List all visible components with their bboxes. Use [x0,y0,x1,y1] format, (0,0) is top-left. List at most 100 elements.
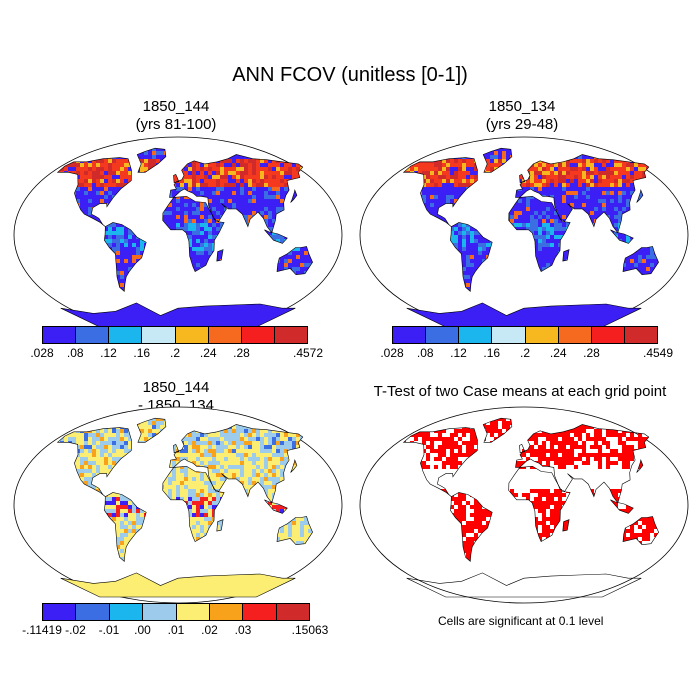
colorbar-swatch [525,327,559,343]
panel1-title-line2: (yrs 81-100) [135,116,217,133]
coastline-africa [508,195,571,273]
colorbar-tick-label: .01 [167,623,185,637]
colorbar-swatch [276,604,309,620]
coastline-eurasia [169,154,304,234]
coastline-antarctica [60,572,296,598]
colorbar-tick-label: .24 [199,346,217,360]
colorbar-swatch [492,327,526,343]
colorbar-tick-label: .03 [234,623,252,637]
colorbar-panel3 [42,603,310,621]
coastline-antarctica [60,302,296,328]
colorbar-tick-label: .2 [519,346,531,360]
colorbar-tick-label: .4549 [642,346,674,360]
colorbar-swatch [143,604,177,620]
coastline-japan [290,459,298,473]
panel1-title-line1: 1850_144 [142,98,210,115]
colorbar-swatch [142,327,176,343]
colorbar-tick-label: .028 [30,346,54,360]
coastline-uk [173,444,180,454]
coastline-greenland [136,417,167,443]
panel2-title: 1850_134 (yrs 29-48) [362,98,682,134]
coastline-greenland [482,417,513,443]
coastline-madagascar [562,519,570,532]
coastline-australia [622,516,659,546]
coastline-northAmerica [402,427,478,497]
coastline-australia [622,246,659,276]
coastline-japan [290,189,298,203]
coastline-uk [173,174,180,184]
colorbar-tick-label: .08 [416,346,434,360]
map-panel-ttest [359,406,689,604]
colorbar-swatch [241,327,275,343]
coastline-japan [636,189,644,203]
coastline-greenland [136,147,167,173]
coastline-northAmerica [56,427,132,497]
colorbar-tick-label: .28 [233,346,250,360]
significance-note: Cells are significant at 0.1 level [438,614,604,628]
colorbar-tick-label: .16 [483,346,501,360]
coastline-africa [508,465,571,543]
coastline-eurasia [515,424,650,504]
colorbar-tick-label: .12 [100,346,117,360]
map-panel-difference [13,406,343,604]
colorbar-tick-label: -.01 [98,623,120,637]
colorbar-tick-label: .00 [134,623,151,637]
coastline-southAmerica [449,222,493,293]
colorbar-swatch [109,604,144,620]
coastline-eurasia [169,424,304,504]
colorbar-swatch [76,327,110,343]
coastline-uk [519,444,526,454]
colorbar-swatch [175,327,209,343]
coastline-indonesia [264,499,288,514]
coastline-southAmerica [103,492,147,563]
colorbar-tick-label: .2 [169,346,181,360]
colorbar-swatch [43,327,77,343]
colorbar-tick-label: .4572 [292,346,324,360]
panel2-title-line1: 1850_134 [488,98,556,115]
colorbar-swatch [624,327,657,343]
panel1-title: 1850_144 (yrs 81-100) [16,98,336,134]
colorbar-tick-label: .28 [583,346,600,360]
coastline-japan [636,459,644,473]
colorbar-tick-label: -.11419 [22,623,62,637]
colorbar-panel2 [392,326,658,344]
coastline-antarctica [406,572,642,598]
colorbar-swatch [591,327,625,343]
coastline-southAmerica [449,492,493,563]
colorbar-swatch [274,327,307,343]
panel4-title: T-Test of two Case means at each grid po… [373,383,667,400]
colorbar-swatch [209,604,244,620]
colorbar-swatch [76,604,110,620]
coastline-madagascar [216,249,224,262]
coastline-indonesia [610,499,634,514]
coastline-madagascar [216,519,224,532]
colorbar-swatch [243,604,277,620]
coastline-africa [162,195,225,273]
figure-title: ANN FCOV (unitless [0-1]) [232,64,468,86]
colorbar-tick-label: .12 [450,346,467,360]
colorbar-swatch [558,327,592,343]
map-panel-1850-144 [13,136,343,334]
colorbar-tick-label: .08 [66,346,84,360]
colorbar-swatch [43,604,77,620]
coastline-indonesia [264,229,288,244]
colorbar-tick-label: .16 [133,346,151,360]
map-panel-1850-134 [359,136,689,334]
colorbar-tick-label: .24 [549,346,567,360]
coastline-australia [276,516,313,546]
coastline-uk [519,174,526,184]
coastline-australia [276,246,313,276]
coastline-eurasia [515,154,650,234]
colorbar-swatch [176,604,210,620]
colorbar-tick-label: .028 [380,346,404,360]
coastline-antarctica [406,302,642,328]
colorbar-swatch [426,327,460,343]
coastline-africa [162,465,225,543]
panel3-title-line1: 1850_144 [142,379,210,396]
colorbar-swatch [459,327,493,343]
coastline-madagascar [562,249,570,262]
colorbar-tick-label: -.02 [65,623,86,637]
coastline-southAmerica [103,222,147,293]
coastline-northAmerica [56,157,132,227]
coastline-indonesia [610,229,634,244]
